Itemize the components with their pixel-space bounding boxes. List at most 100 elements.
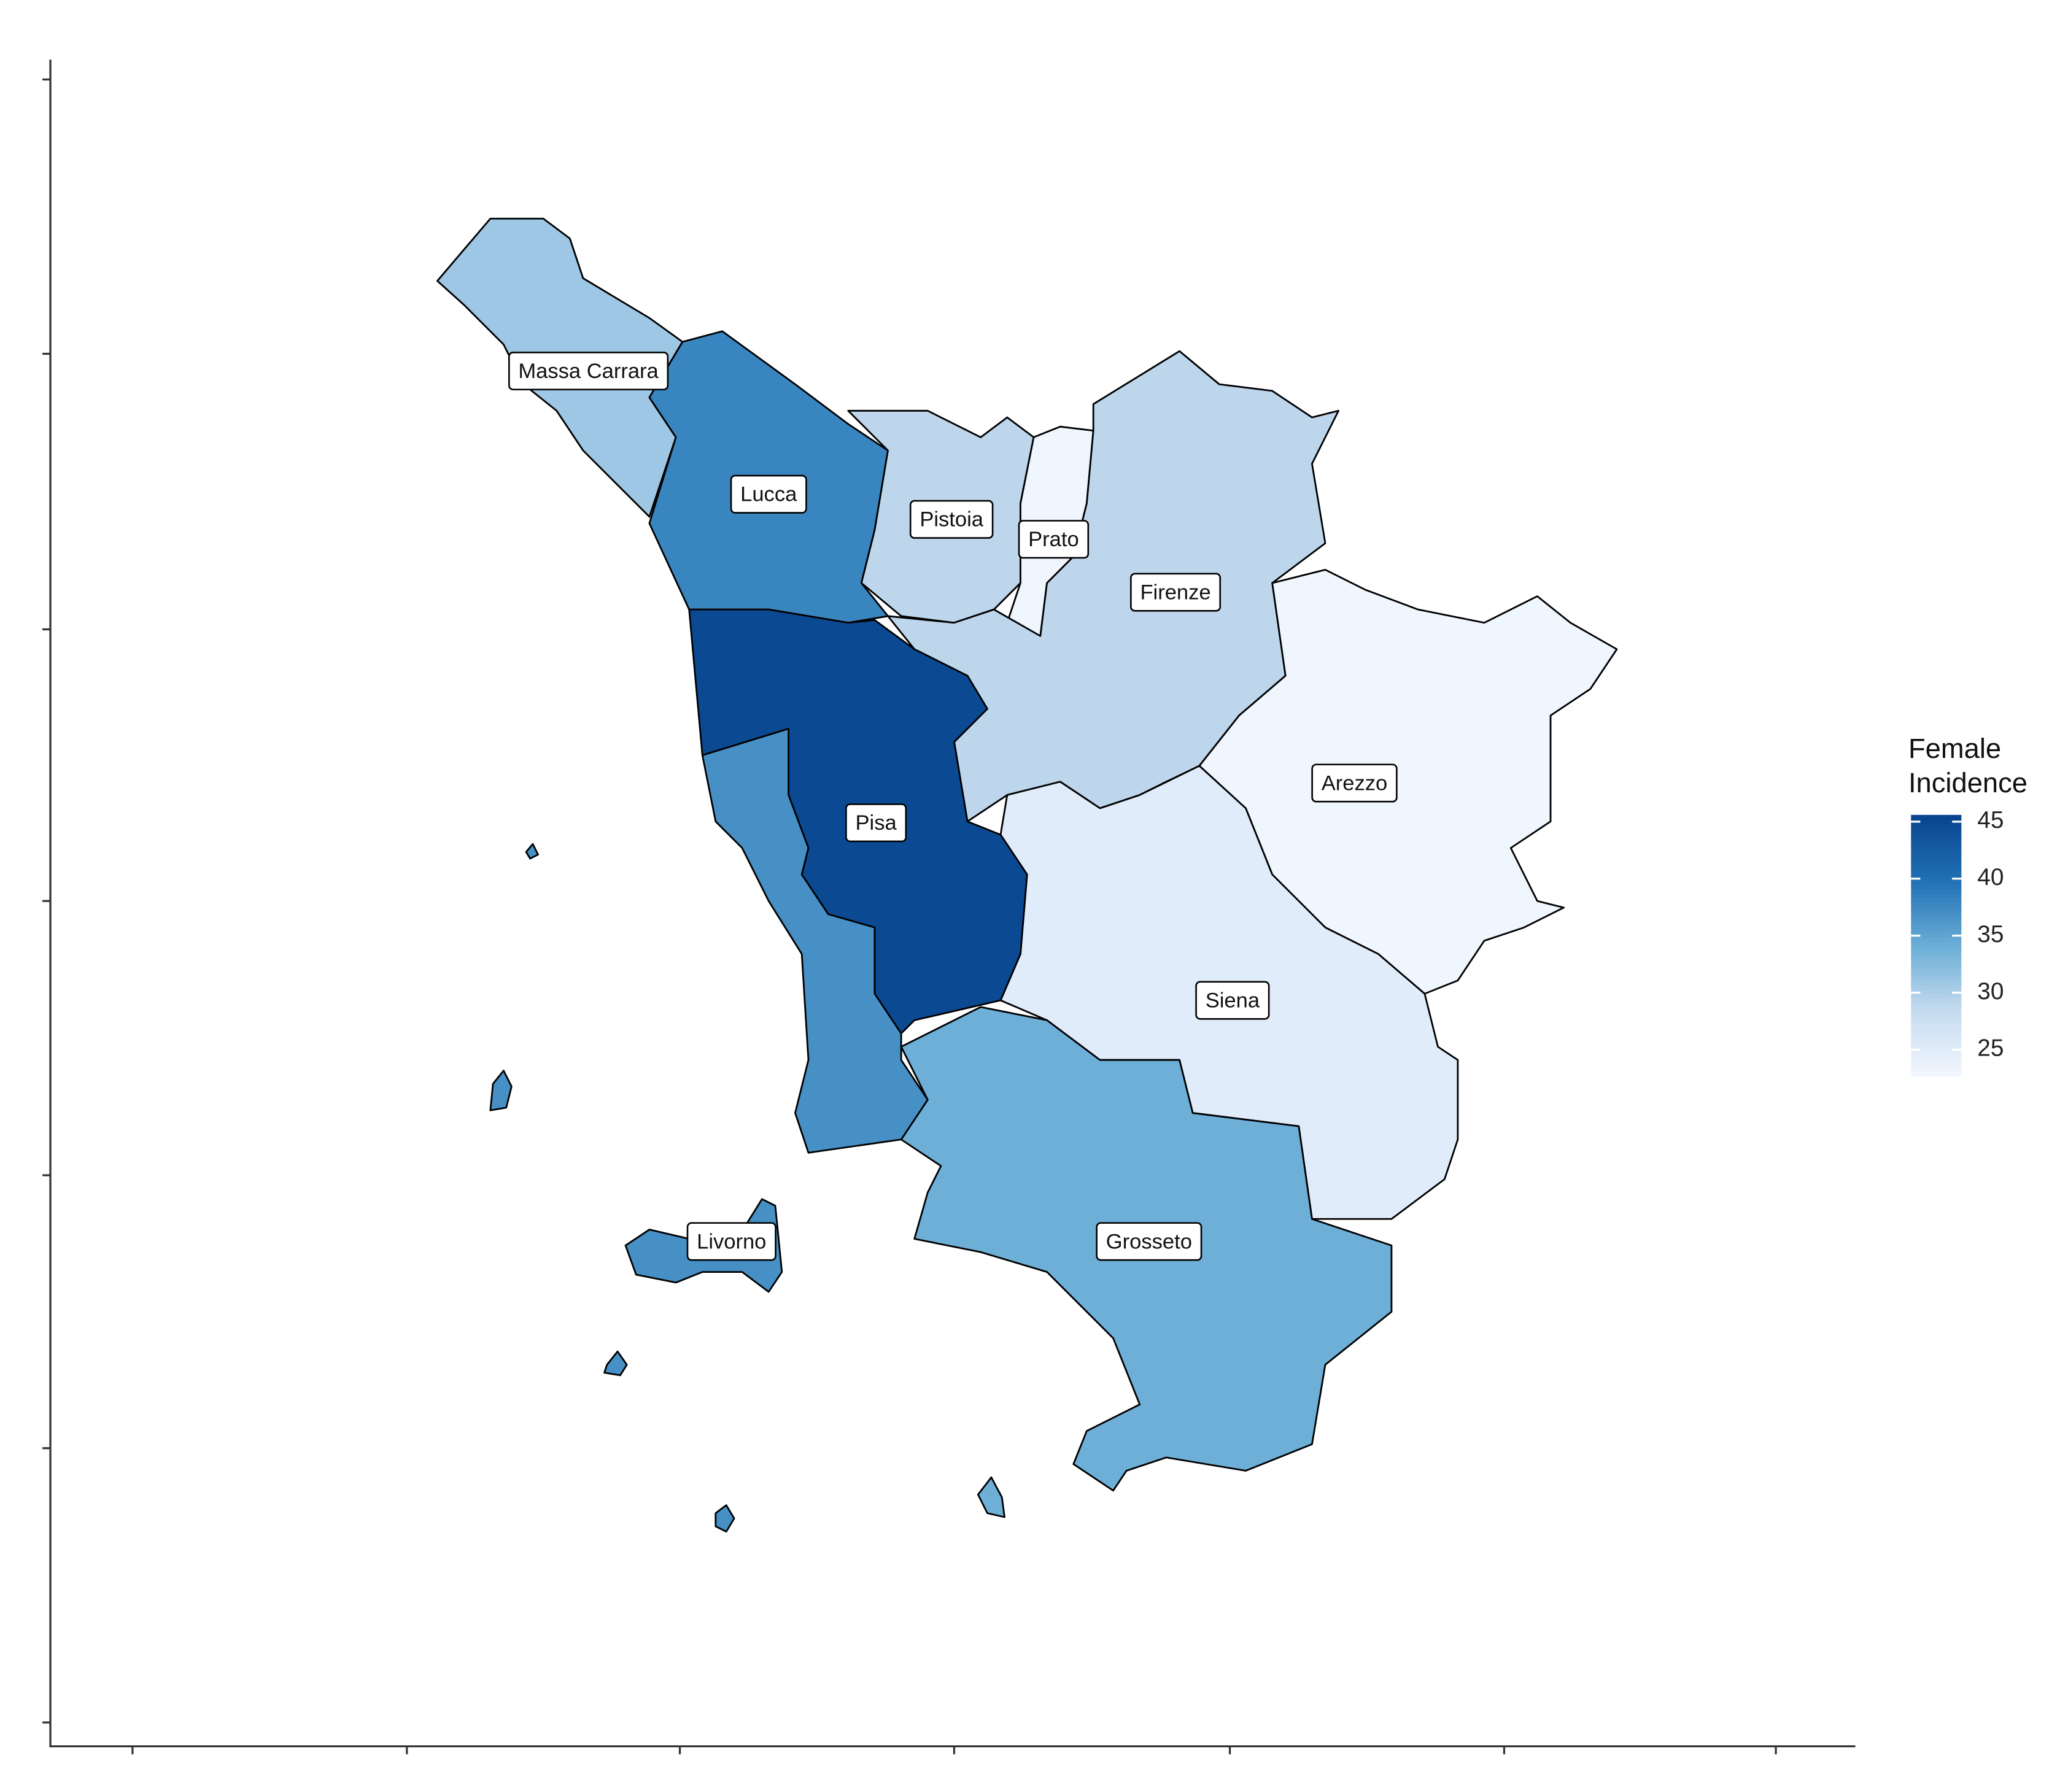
legend-swatch bbox=[1911, 993, 1962, 998]
legend-swatch bbox=[1911, 971, 1962, 977]
legend-tick-label: 40 bbox=[1977, 864, 2004, 890]
legend-swatch bbox=[1911, 889, 1962, 894]
axis-ticks bbox=[42, 78, 1777, 1755]
label-box bbox=[845, 803, 907, 843]
legend-swatch bbox=[1911, 1058, 1962, 1064]
region bbox=[701, 728, 929, 1154]
legend-swatch bbox=[1911, 893, 1962, 898]
region bbox=[525, 843, 539, 860]
legend-swatch bbox=[1911, 954, 1962, 960]
legend-tick-label: 25 bbox=[1977, 1035, 2004, 1062]
legend-swatch bbox=[1911, 945, 1962, 951]
legend-swatch bbox=[1911, 910, 1962, 916]
legend-swatch bbox=[1911, 1067, 1962, 1073]
legend-swatch bbox=[1911, 823, 1962, 829]
map-group: Massa Carrara Lucca Pistoia Prato Firenze Are… bbox=[42, 60, 2027, 1755]
label-box bbox=[1130, 573, 1222, 612]
legend-swatch bbox=[1911, 962, 1962, 968]
region-label: Pistoia bbox=[920, 508, 983, 531]
legend-swatch bbox=[1911, 862, 1962, 868]
region-label: Firenze bbox=[1140, 581, 1210, 604]
region-label: Lucca bbox=[740, 483, 797, 506]
legend-swatch bbox=[1911, 1032, 1962, 1038]
legend-tick-label: 30 bbox=[1977, 978, 2004, 1005]
label-box bbox=[1311, 763, 1398, 803]
legend-swatch bbox=[1911, 984, 1962, 990]
legend-swatch bbox=[1911, 1002, 1962, 1007]
legend-title: Incidence bbox=[1908, 767, 2027, 798]
legend-swatch bbox=[1911, 819, 1962, 825]
legend-swatch bbox=[1911, 836, 1962, 842]
region-labels: Massa Carrara Lucca Pistoia Prato Firenze Are… bbox=[508, 351, 1398, 1261]
axes bbox=[42, 60, 1856, 1755]
legend-swatch bbox=[1911, 997, 1962, 1003]
legend-swatch bbox=[1911, 1019, 1962, 1025]
region-label: Massa Carrara bbox=[518, 360, 659, 383]
region bbox=[603, 1350, 628, 1377]
region-label: Arezzo bbox=[1322, 771, 1387, 795]
legend-swatch bbox=[1911, 897, 1962, 903]
legend-swatch bbox=[1911, 867, 1962, 873]
label-box bbox=[1018, 520, 1090, 559]
legend-swatch bbox=[1911, 941, 1962, 946]
legend-swatch bbox=[1911, 924, 1962, 929]
legend-swatch bbox=[1911, 914, 1962, 921]
legend-swatch bbox=[1911, 919, 1962, 925]
legend-swatch bbox=[1911, 902, 1962, 907]
region bbox=[489, 1070, 513, 1111]
regions bbox=[436, 217, 1618, 1533]
region bbox=[715, 1504, 735, 1533]
axis-frame bbox=[49, 60, 1856, 1748]
legend-swatch bbox=[1911, 1010, 1962, 1016]
legend-swatch bbox=[1911, 1037, 1962, 1042]
legend-swatch bbox=[1911, 880, 1962, 886]
legend-swatch bbox=[1911, 876, 1962, 881]
legend-swatch bbox=[1911, 1049, 1962, 1055]
label-box bbox=[909, 500, 994, 539]
legend-swatch bbox=[1911, 1014, 1962, 1021]
legend-swatch bbox=[1911, 1054, 1962, 1060]
legend-swatch bbox=[1911, 932, 1962, 938]
legend-swatch bbox=[1911, 1062, 1962, 1068]
legend-swatch bbox=[1911, 1024, 1962, 1029]
legend-swatch bbox=[1911, 989, 1962, 994]
region-label: Prato bbox=[1028, 528, 1079, 551]
region-label: Livorno bbox=[697, 1230, 766, 1253]
legend-swatch bbox=[1911, 976, 1962, 981]
legend-swatch bbox=[1911, 1006, 1962, 1012]
legend-swatch bbox=[1911, 884, 1962, 890]
legend-swatch bbox=[1911, 928, 1962, 933]
label-box bbox=[508, 351, 669, 391]
legend-swatch bbox=[1911, 1045, 1962, 1051]
legend-swatch bbox=[1911, 871, 1962, 877]
legend-swatch bbox=[1911, 949, 1962, 955]
legend-swatch bbox=[1911, 814, 1962, 821]
legend-swatch bbox=[1911, 906, 1962, 912]
legend-swatch bbox=[1911, 967, 1962, 973]
legend-title: Female bbox=[1908, 733, 2001, 764]
legend-tick-label: 45 bbox=[1977, 807, 2004, 833]
label-box bbox=[1096, 1222, 1202, 1261]
legend-tick-label: 35 bbox=[1977, 921, 2004, 948]
region-label: Siena bbox=[1206, 989, 1260, 1012]
region-label: Pisa bbox=[856, 811, 897, 835]
legend-swatch bbox=[1911, 1028, 1962, 1033]
legend-swatch bbox=[1911, 854, 1962, 859]
legend-swatch bbox=[1911, 849, 1962, 855]
legend-swatch bbox=[1911, 958, 1962, 964]
legend-swatch bbox=[1911, 937, 1962, 942]
legend-swatch bbox=[1911, 845, 1962, 851]
legend-swatch bbox=[1911, 1041, 1962, 1046]
legend-swatch bbox=[1911, 1072, 1962, 1077]
region bbox=[977, 1476, 1005, 1518]
region-label: Grosseto bbox=[1106, 1230, 1192, 1253]
legend-swatch bbox=[1911, 832, 1962, 838]
legend-swatch bbox=[1911, 841, 1962, 846]
label-box bbox=[730, 474, 807, 514]
legend-swatch bbox=[1911, 980, 1962, 986]
label-box bbox=[1195, 981, 1270, 1020]
legend-swatch bbox=[1911, 828, 1962, 833]
legend-swatch bbox=[1911, 858, 1962, 864]
